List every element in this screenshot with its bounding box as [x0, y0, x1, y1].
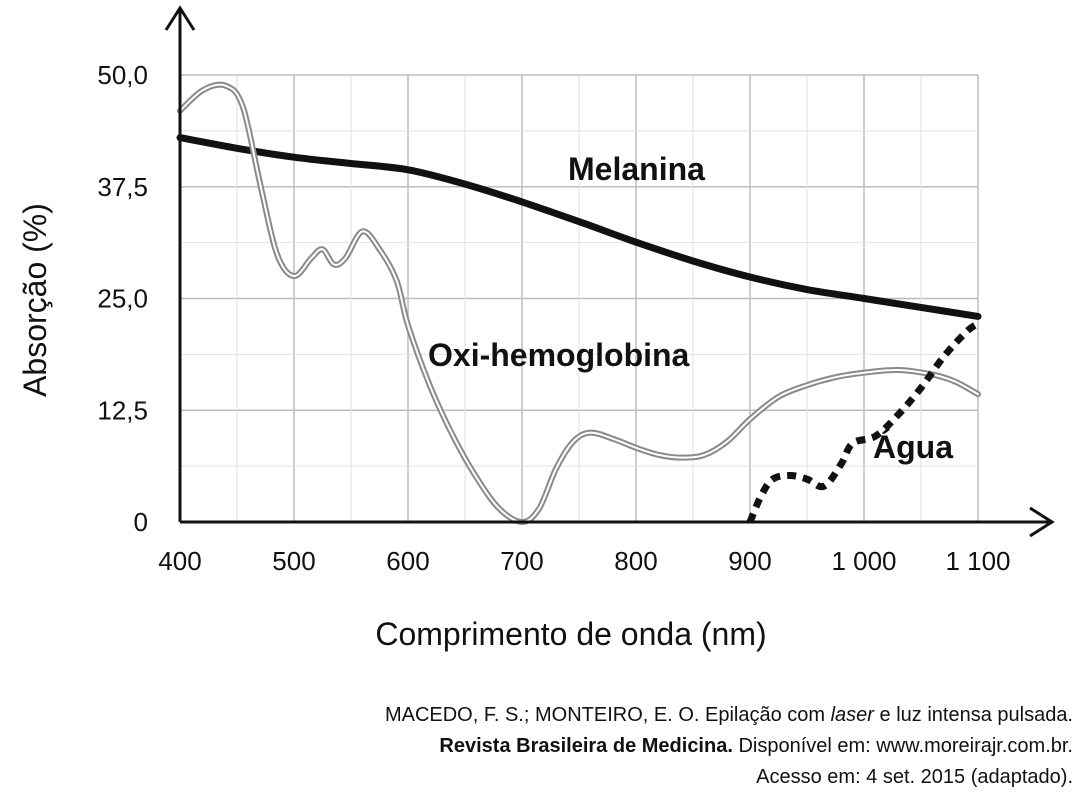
y-axis-title: Absorção (%)	[17, 203, 53, 397]
citation-italic-word: laser	[830, 704, 874, 726]
x-axis-arrow-icon	[1029, 506, 1055, 538]
y-tick-label: 0	[134, 507, 148, 537]
y-tick-label: 25,0	[97, 284, 148, 314]
x-tick-label: 800	[614, 546, 657, 576]
x-tick-label: 400	[158, 546, 201, 576]
y-tick-label: 37,5	[97, 172, 148, 202]
x-tick-label: 700	[500, 546, 543, 576]
citation-authors: MACEDO, F. S.; MONTEIRO, E. O. Epilação …	[384, 704, 831, 726]
source-citation: MACEDO, F. S.; MONTEIRO, E. O. Epilação …	[13, 700, 1073, 793]
grid-lines	[180, 74, 979, 522]
series-label-oxi-hemoglobina: Oxi-hemoglobina	[428, 337, 690, 373]
citation-title-rest: e luz intensa pulsada.	[873, 704, 1073, 726]
y-tick-label: 12,5	[97, 395, 148, 425]
tick-labels: 400 500 600 700 800 900 1 000 1 100012,525,037,…	[97, 60, 1010, 576]
series-line-melanina	[176, 134, 982, 320]
citation-line-1: MACEDO, F. S.; MONTEIRO, E. O. Epilação …	[13, 700, 1073, 731]
x-tick-label: 600	[386, 546, 429, 576]
series-line-agua	[746, 320, 981, 524]
y-tick-label: 50,0	[97, 60, 148, 90]
axes	[164, 5, 1055, 538]
citation-availability: Disponível em: www.moreirajr.com.br.	[732, 735, 1073, 757]
citation-line-3: Acesso em: 4 set. 2015 (adaptado).	[756, 766, 1073, 788]
citation-line-2: Revista Brasileira de Medicina. Disponív…	[13, 731, 1073, 762]
series-label-agua: Água	[873, 429, 953, 465]
x-tick-label: 1 100	[945, 546, 1010, 576]
x-axis-title: Comprimento de onda (nm)	[375, 616, 766, 652]
x-tick-label: 1 000	[831, 546, 896, 576]
absorption-chart: 400 500 600 700 800 900 1 000 1 100012,525,037,…	[17, 5, 1055, 652]
citation-journal: Revista Brasileira de Medicina.	[439, 735, 733, 757]
series-label-melanina: Melanina	[568, 151, 705, 187]
x-tick-label: 900	[728, 546, 771, 576]
x-tick-label: 500	[272, 546, 315, 576]
y-axis-arrow-icon	[164, 5, 196, 31]
